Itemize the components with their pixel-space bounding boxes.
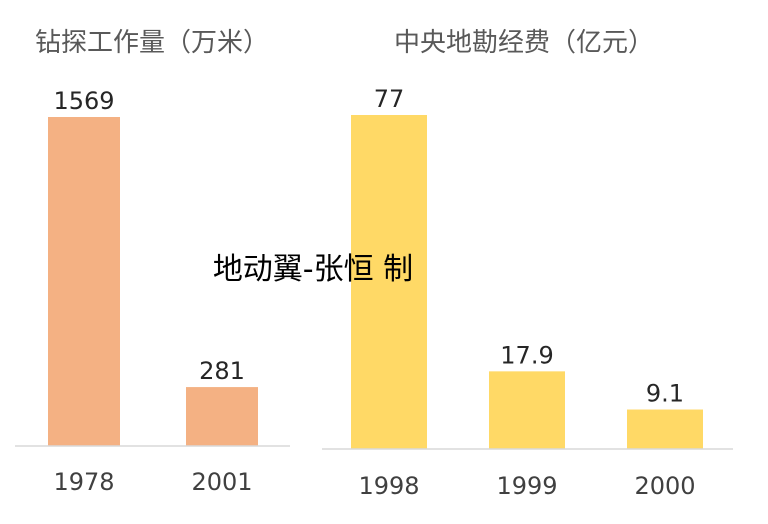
chart-1-tick-label-2001: 2001 [191,468,252,496]
chart-2-data-labels: 77 17.9 9.1 [374,85,684,408]
chart-2-title: 中央地勘经费（亿元） [394,28,654,58]
chart-1-bar-1978 [48,117,120,446]
chart-1-data-label-2001: 281 [199,357,245,385]
chart-1-bars [48,117,258,446]
chart-1-data-label-1978: 1569 [53,87,114,115]
chart-1-bar-2001 [186,387,258,446]
chart-1-tick-label-1978: 1978 [53,468,114,496]
chart-1-data-labels: 1569 281 [53,87,244,385]
chart-2-bar-1999 [489,371,565,449]
chart-2-bar-1998 [351,115,427,449]
chart-2-tick-label-2000: 2000 [634,472,695,500]
chart-2-tick-label-1998: 1998 [358,472,419,500]
chart-1-title: 钻探工作量（万米） [35,28,269,58]
chart-2-data-label-1998: 77 [374,85,405,113]
chart-2-data-label-2000: 9.1 [646,380,684,408]
chart-2-data-label-1999: 17.9 [500,341,553,369]
chart-2-tick-label-1999: 1999 [496,472,557,500]
chart-1-tick-labels: 1978 2001 [53,468,252,496]
watermark-text: 地动翼-张恒 制 [213,252,413,287]
drilling-workload-chart: 钻探工作量（万米） 1569 281 1978 2001 [15,28,290,496]
chart-2-bar-2000 [627,409,703,449]
chart-2-bars [351,115,703,449]
chart-2-tick-labels: 1998 1999 2000 [358,472,695,500]
central-survey-funds-chart: 中央地勘经费（亿元） 77 17.9 9.1 1998 1999 2000 [322,28,733,500]
